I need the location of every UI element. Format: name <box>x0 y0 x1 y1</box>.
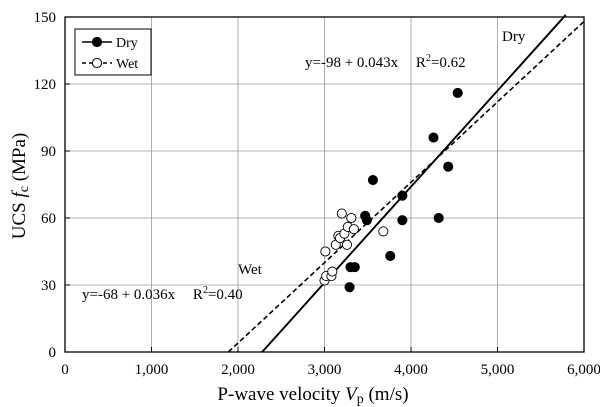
legend-dry-label: Dry <box>116 36 138 51</box>
y-tick-label: 90 <box>41 144 56 160</box>
y-tick-label: 150 <box>34 10 57 26</box>
dry-data-point <box>397 215 408 226</box>
dry-r2-sup: 2 <box>426 53 431 64</box>
legend-wet-label: Wet <box>116 57 138 72</box>
axis-ticks: 0 1,000 2,000 3,000 4,000 5,000 6,000 0 30 60 90 12… <box>34 10 600 378</box>
dry-r2-prefix: R <box>416 55 426 71</box>
y-tick-label: 0 <box>49 345 57 361</box>
dry-data-point <box>397 190 408 201</box>
y-axis-title-main: UCS <box>9 198 30 240</box>
wet-fit-label: Wet <box>238 262 263 278</box>
x-axis-title-var: V <box>345 384 359 405</box>
x-axis-title-main: P-wave velocity <box>217 384 345 405</box>
wet-equation-text: y=-68 + 0.036x <box>82 287 176 303</box>
dry-fit-line <box>261 14 567 353</box>
dry-data-point <box>428 132 439 143</box>
wet-data-point <box>320 246 331 257</box>
wet-fit-equation: y=-68 + 0.036x R2=0.40 <box>82 285 243 303</box>
dry-data-point <box>385 250 396 262</box>
x-axis-title-sub: p <box>357 392 364 407</box>
y-axis-title-var: f <box>9 190 30 198</box>
x-tick-label: 5,000 <box>481 362 515 378</box>
data-points <box>319 87 463 293</box>
dry-data-point <box>452 87 463 98</box>
y-axis-title-sub: c <box>17 186 32 192</box>
y-tick-label: 60 <box>41 211 56 227</box>
wet-data-point <box>348 224 359 235</box>
x-axis-title: P-wave velocity Vp (m/s) <box>217 384 408 407</box>
x-tick-label: 6,000 <box>567 362 600 378</box>
y-axis-title: UCS fc (MPa) <box>9 133 32 240</box>
wet-r2-value: =0.40 <box>208 287 243 303</box>
dry-data-point <box>433 212 444 224</box>
legend-dry-marker <box>91 36 103 48</box>
x-tick-label: 2,000 <box>221 362 255 378</box>
dry-data-point <box>344 282 355 293</box>
legend-box <box>74 28 152 76</box>
dry-equation-text: y=-98 + 0.043x <box>305 55 399 71</box>
fit-lines <box>227 14 585 353</box>
dry-data-point <box>367 174 378 186</box>
wet-data-point <box>341 239 353 250</box>
wet-data-point <box>336 208 347 219</box>
x-axis-title-unit: (m/s) <box>364 384 409 405</box>
dry-fit-equation: y=-98 + 0.043x R2=0.62 <box>305 53 466 71</box>
wet-data-point <box>346 212 357 224</box>
wet-fit-line <box>227 20 585 353</box>
dry-data-point <box>361 215 372 226</box>
x-tick-label: 3,000 <box>308 362 342 378</box>
dry-data-point <box>443 161 454 172</box>
wet-data-point <box>378 226 389 237</box>
x-tick-label: 0 <box>61 362 69 378</box>
dry-data-point <box>349 262 360 273</box>
y-tick-label: 120 <box>34 77 57 93</box>
wet-r2-prefix: R <box>193 287 203 303</box>
x-tick-label: 4,000 <box>394 362 428 378</box>
dry-r2-value: =0.62 <box>431 55 466 71</box>
dry-fit-label: Dry <box>502 29 526 45</box>
y-tick-label: 30 <box>41 278 56 294</box>
wet-data-point <box>327 266 338 277</box>
x-tick-label: 1,000 <box>135 362 169 378</box>
legend-wet-marker <box>91 57 103 69</box>
wet-r2-sup: 2 <box>203 285 208 296</box>
y-axis-title-unit: (MPa) <box>9 133 30 186</box>
legend: Dry Wet <box>74 28 152 76</box>
